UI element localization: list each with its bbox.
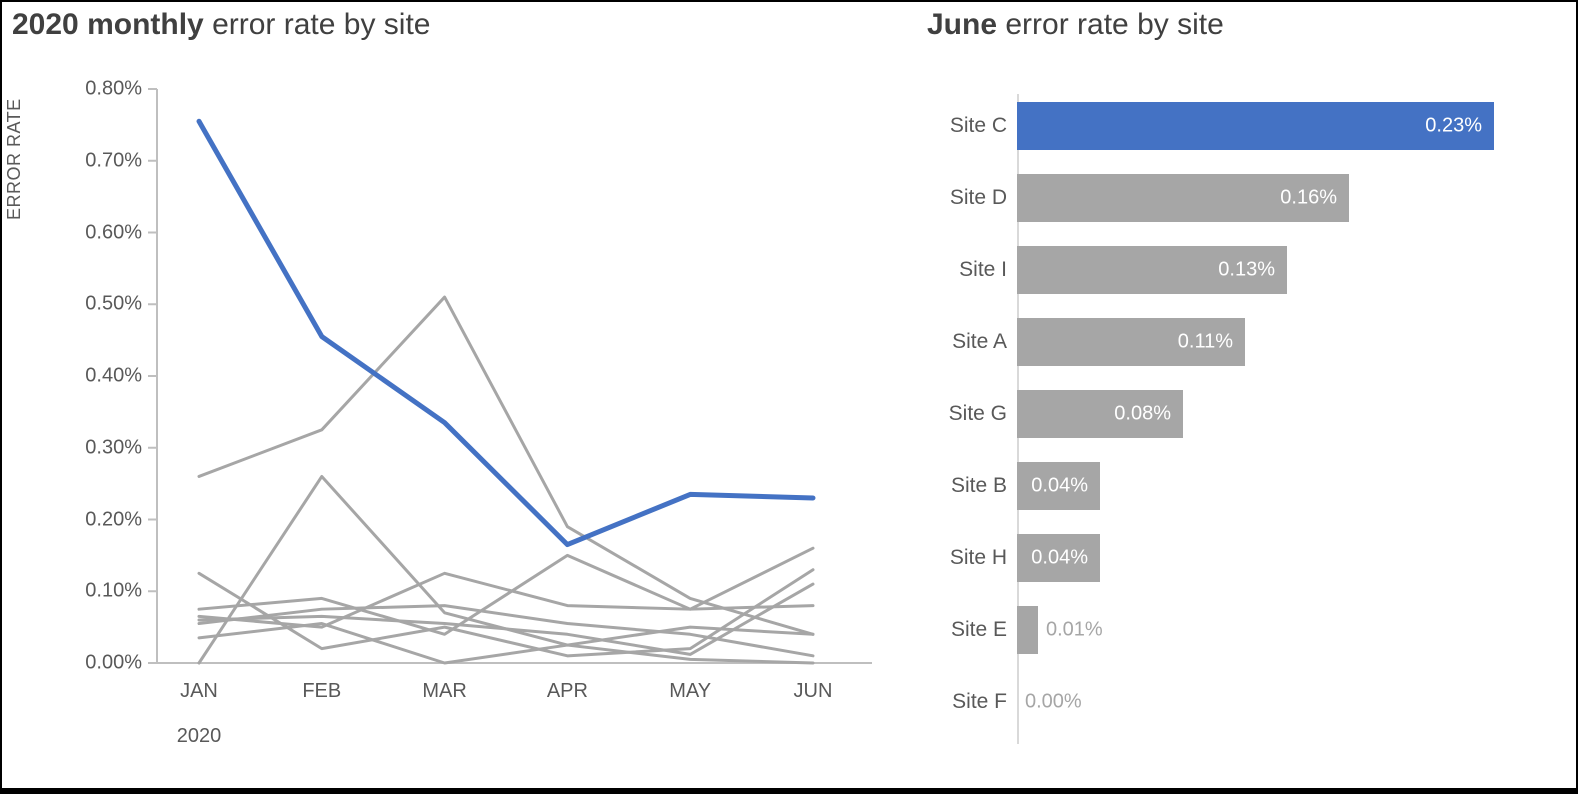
series-line-site-e (197, 604, 815, 658)
x-tick-label: JAN (180, 680, 218, 702)
x-tick-label: APR (546, 680, 588, 702)
bar-category-label: Site G (948, 402, 1007, 425)
series-line-site-f (197, 622, 815, 665)
series-line-site-c (196, 118, 816, 548)
line-chart-title: 2020 monthly error rate by site (12, 8, 430, 42)
line-chart-title-bold: 2020 monthly (12, 8, 204, 41)
bar-site-g (1017, 390, 1183, 438)
bar-chart-title: June error rate by site (927, 8, 1224, 42)
bar-row-site-d: Site D 0.16% (927, 162, 1547, 234)
bar-row-site-a: Site A 0.11% (927, 306, 1547, 378)
bar-value-label: 0.23% (1425, 114, 1482, 137)
bar-category-label: Site E (950, 618, 1007, 641)
bar-category-label: Site C (949, 114, 1007, 137)
y-tick-label: 0.30% (85, 436, 142, 459)
x-tick-label: MAR (422, 680, 467, 702)
bar-site-e (1017, 606, 1038, 654)
bar-category-label: Site D (949, 186, 1007, 209)
y-tick-label: 0.40% (85, 364, 142, 387)
y-tick-label: 0.80% (85, 77, 142, 100)
bar-value-label: 0.01% (1046, 618, 1103, 641)
bar-category-label: Site F (952, 690, 1007, 713)
bar-site-i (1017, 246, 1287, 294)
y-tick-label: 0.20% (85, 508, 142, 530)
bar-site-h (1017, 534, 1100, 582)
bar-value-label: 0.04% (1031, 546, 1088, 569)
line-chart-title-rest: error rate by site (203, 8, 431, 41)
bar-value-label: 0.16% (1280, 186, 1337, 209)
y-tick-label: 0.50% (85, 292, 142, 315)
bar-row-site-c: Site C 0.23% (927, 90, 1547, 162)
bar-row-site-i: Site I 0.13% (927, 234, 1547, 306)
bar-row-site-f: Site F 0.00% (927, 666, 1547, 738)
bar-site-d (1017, 174, 1349, 222)
y-tick-label: 0.60% (85, 221, 142, 243)
bar-row-site-b: Site B 0.04% (927, 450, 1547, 522)
bar-site-b (1017, 462, 1100, 510)
bar-category-label: Site I (959, 258, 1007, 281)
series-line-site-i (197, 568, 815, 658)
bar-value-label: 0.00% (1025, 690, 1082, 713)
series-line-site-d (197, 546, 815, 636)
bar-chart-title-bold: June (927, 8, 998, 41)
bar-value-label: 0.11% (1177, 330, 1233, 353)
bar-site-a (1017, 318, 1245, 366)
bar-category-label: Site B (950, 474, 1007, 497)
bar-category-label: Site H (949, 546, 1007, 569)
bar-row-site-h: Site H 0.04% (927, 522, 1547, 594)
bar-row-site-g: Site G 0.08% (927, 378, 1547, 450)
bar-value-label: 0.08% (1114, 402, 1171, 425)
x-tick-label: FEB (302, 680, 342, 702)
bar-chart-title-rest: error rate by site (997, 8, 1224, 41)
y-tick-label: 0.00% (85, 651, 142, 674)
x-tick-label: JUN (793, 680, 833, 702)
x-axis-year-label: 2020 (176, 725, 222, 747)
y-tick-label: 0.10% (85, 579, 142, 602)
y-tick-label: 0.70% (85, 149, 142, 172)
bar-value-label: 0.04% (1031, 474, 1088, 497)
bar-site-c (1017, 102, 1494, 150)
x-tick-label: MAY (669, 680, 712, 702)
series-line-site-b (197, 474, 815, 665)
bar-row-site-e: Site E 0.01% (927, 594, 1547, 666)
bar-value-label: 0.13% (1218, 258, 1275, 281)
series-line-site-h (197, 295, 815, 636)
bar-category-label: Site A (952, 330, 1007, 353)
